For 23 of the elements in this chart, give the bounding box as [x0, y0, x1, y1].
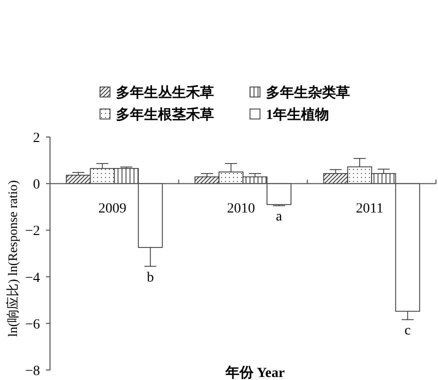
- x-tick-label: 2010: [227, 202, 255, 217]
- y-tick-label: 0: [33, 178, 40, 193]
- bar: [323, 173, 348, 184]
- y-tick-label: 2: [33, 131, 40, 146]
- y-tick-label: −4: [25, 270, 40, 286]
- x-axis-title: 年份 Year: [224, 365, 285, 380]
- legend-label: 多年生杂类草: [266, 85, 350, 101]
- annotation: a: [276, 210, 283, 225]
- legend-label: 多年生根茎禾草: [116, 106, 214, 123]
- bar: [218, 172, 244, 184]
- x-tick-label: 2011: [356, 202, 384, 217]
- annotation: c: [404, 324, 411, 339]
- bar: [347, 166, 372, 184]
- bar: [266, 183, 292, 205]
- legend-label: 1年生植物: [266, 107, 329, 123]
- legend-label: 多年生丛生禾草: [116, 84, 214, 101]
- y-tick-label: −8: [25, 364, 40, 379]
- x-tick-label: 2009: [98, 202, 126, 217]
- bar: [90, 168, 115, 184]
- y-axis-title: ln(响应比) ln(Response ratio): [5, 180, 20, 337]
- annotation: b: [146, 270, 154, 286]
- y-tick-label: −6: [25, 317, 40, 332]
- y-tick-label: −2: [25, 224, 40, 240]
